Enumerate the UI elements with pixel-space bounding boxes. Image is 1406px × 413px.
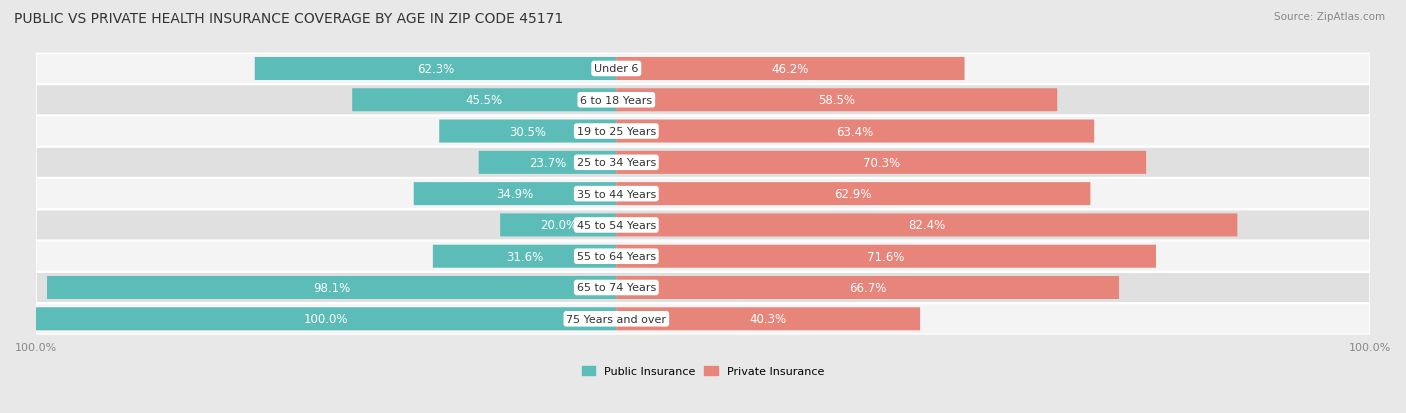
- FancyBboxPatch shape: [37, 242, 1369, 272]
- Text: 20.0%: 20.0%: [540, 219, 576, 232]
- Text: 23.7%: 23.7%: [529, 157, 567, 169]
- FancyBboxPatch shape: [478, 152, 616, 174]
- FancyBboxPatch shape: [413, 183, 616, 206]
- Text: 46.2%: 46.2%: [772, 63, 808, 76]
- FancyBboxPatch shape: [353, 89, 616, 112]
- Text: 71.6%: 71.6%: [868, 250, 905, 263]
- FancyBboxPatch shape: [37, 116, 1369, 147]
- Text: 63.4%: 63.4%: [837, 125, 873, 138]
- Text: 75 Years and over: 75 Years and over: [567, 314, 666, 324]
- FancyBboxPatch shape: [37, 273, 1369, 303]
- FancyBboxPatch shape: [37, 304, 1369, 334]
- FancyBboxPatch shape: [37, 148, 1369, 178]
- Text: 62.9%: 62.9%: [835, 188, 872, 201]
- Legend: Public Insurance, Private Insurance: Public Insurance, Private Insurance: [582, 366, 824, 376]
- Text: 30.5%: 30.5%: [509, 125, 547, 138]
- Text: 58.5%: 58.5%: [818, 94, 855, 107]
- Text: 66.7%: 66.7%: [849, 281, 886, 294]
- Text: PUBLIC VS PRIVATE HEALTH INSURANCE COVERAGE BY AGE IN ZIP CODE 45171: PUBLIC VS PRIVATE HEALTH INSURANCE COVER…: [14, 12, 564, 26]
- FancyBboxPatch shape: [501, 214, 616, 237]
- Text: 34.9%: 34.9%: [496, 188, 534, 201]
- FancyBboxPatch shape: [616, 58, 965, 81]
- FancyBboxPatch shape: [616, 120, 1094, 143]
- Text: 65 to 74 Years: 65 to 74 Years: [576, 283, 657, 293]
- Text: 98.1%: 98.1%: [314, 281, 350, 294]
- Text: 45 to 54 Years: 45 to 54 Years: [576, 221, 657, 230]
- FancyBboxPatch shape: [439, 120, 616, 143]
- FancyBboxPatch shape: [37, 85, 1369, 116]
- Text: 82.4%: 82.4%: [908, 219, 945, 232]
- FancyBboxPatch shape: [616, 152, 1146, 174]
- FancyBboxPatch shape: [616, 89, 1057, 112]
- Text: 70.3%: 70.3%: [863, 157, 900, 169]
- Text: 55 to 64 Years: 55 to 64 Years: [576, 252, 655, 261]
- Text: Under 6: Under 6: [595, 64, 638, 74]
- FancyBboxPatch shape: [433, 245, 616, 268]
- FancyBboxPatch shape: [37, 54, 1369, 84]
- FancyBboxPatch shape: [616, 276, 1119, 299]
- FancyBboxPatch shape: [616, 183, 1091, 206]
- Text: 100.0%: 100.0%: [304, 313, 349, 325]
- FancyBboxPatch shape: [616, 308, 920, 330]
- FancyBboxPatch shape: [37, 308, 616, 330]
- Text: Source: ZipAtlas.com: Source: ZipAtlas.com: [1274, 12, 1385, 22]
- FancyBboxPatch shape: [46, 276, 616, 299]
- FancyBboxPatch shape: [37, 179, 1369, 209]
- FancyBboxPatch shape: [616, 214, 1237, 237]
- Text: 25 to 34 Years: 25 to 34 Years: [576, 158, 657, 168]
- Text: 6 to 18 Years: 6 to 18 Years: [581, 95, 652, 105]
- Text: 40.3%: 40.3%: [749, 313, 787, 325]
- Text: 19 to 25 Years: 19 to 25 Years: [576, 127, 657, 137]
- FancyBboxPatch shape: [254, 58, 616, 81]
- Text: 45.5%: 45.5%: [465, 94, 503, 107]
- Text: 31.6%: 31.6%: [506, 250, 543, 263]
- Text: 35 to 44 Years: 35 to 44 Years: [576, 189, 657, 199]
- FancyBboxPatch shape: [37, 210, 1369, 240]
- FancyBboxPatch shape: [616, 245, 1156, 268]
- Text: 62.3%: 62.3%: [418, 63, 454, 76]
